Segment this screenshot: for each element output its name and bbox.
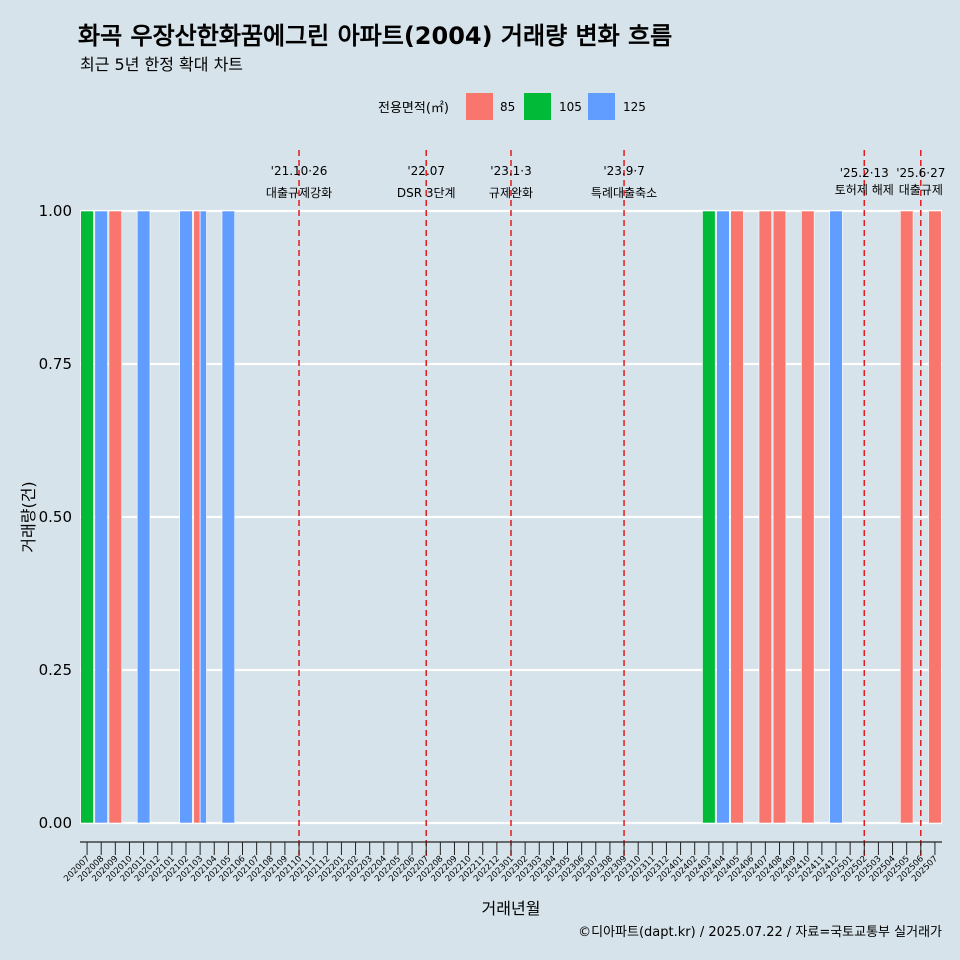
bar-125-202103	[199, 210, 207, 824]
bar-85-202408	[772, 210, 787, 824]
y-tick-label: 0.25	[39, 661, 72, 679]
x-axis-label: 거래년월	[482, 899, 541, 918]
bar-85-202505	[900, 210, 914, 824]
legend-title: 전용면적(㎡)	[378, 101, 449, 116]
bar-125-202008	[94, 210, 108, 824]
y-tick-label: 0.50	[39, 508, 72, 526]
annotation-label: 대출규제	[899, 183, 943, 197]
y-tick-label: 0.00	[39, 814, 72, 832]
y-axis-label: 거래량(건)	[19, 481, 38, 552]
annotation-label: DSR 3단계	[397, 186, 456, 200]
bar-85-202507	[928, 210, 942, 824]
bar-105-202403	[702, 210, 716, 824]
legend-swatch-85	[466, 93, 493, 120]
x-axis: 2020072020082020092020102020112020122021…	[62, 841, 942, 884]
bar-125-202412	[829, 210, 843, 824]
annotation-label: 토허제 해제	[835, 183, 894, 197]
legend-label-125: 125	[623, 100, 646, 114]
legend-swatch-105	[524, 93, 551, 120]
annotation-label: 특례대출축소	[591, 186, 657, 200]
y-tick-label: 1.00	[39, 202, 72, 220]
bar-125-202102	[179, 210, 193, 824]
bar-105-202007	[80, 210, 94, 824]
bars	[80, 210, 942, 824]
annotation-date: '23.9·7	[603, 164, 644, 178]
legend-label-85: 85	[500, 100, 515, 114]
annotation-date: '21.10·26	[271, 164, 328, 178]
y-axis: 0.00 0.25 0.50 0.75 1.00	[39, 202, 72, 832]
legend-label-105: 105	[559, 100, 582, 114]
bar-125-202105	[221, 210, 236, 824]
caption: ©디아파트(dapt.kr) / 2025.07.22 / 자료=국토교통부 실…	[578, 925, 942, 940]
bar-85-202410	[801, 210, 815, 824]
annotations: '21.10·26 대출규제강화 '22.07 DSR 3단계 '23.1·3 규제완화 '…	[266, 150, 945, 856]
bar-125-202011	[136, 210, 151, 824]
bar-125-202404	[716, 210, 730, 824]
bar-85-202103	[193, 210, 201, 824]
bar-85-202405	[730, 210, 744, 824]
annotation-date: '23.1·3	[490, 164, 531, 178]
bar-85-202407	[758, 210, 773, 824]
legend: 전용면적(㎡) 85 105 125	[378, 93, 646, 120]
chart-subtitle: 최근 5년 한정 확대 차트	[80, 55, 243, 74]
annotation-label: 대출규제강화	[266, 186, 332, 200]
annotation-date: '22.07	[407, 164, 445, 178]
bar-85-202009	[108, 210, 122, 824]
y-tick-label: 0.75	[39, 355, 72, 373]
legend-swatch-125	[588, 93, 615, 120]
annotation-date: '25.6·27	[896, 166, 945, 180]
annotation-label: 규제완화	[489, 186, 533, 200]
chart-title: 화곡 우장산한화꿈에그린 아파트(2004) 거래량 변화 흐름	[78, 22, 672, 50]
annotation-date: '25.2·13	[840, 166, 889, 180]
